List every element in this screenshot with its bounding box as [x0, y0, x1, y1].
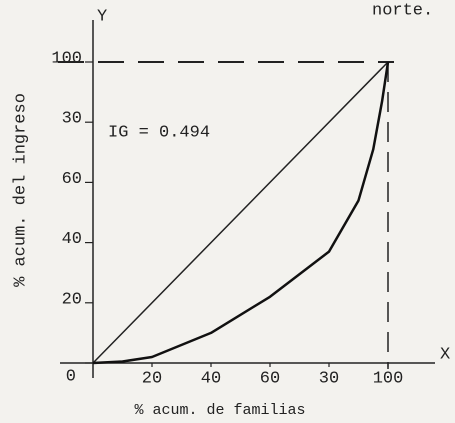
y-tick-label: 60	[62, 170, 82, 189]
annotation: IG = 0.494	[108, 123, 210, 142]
corner-text: norte.	[372, 1, 433, 20]
x-axis-label: % acum. de familias	[134, 402, 305, 419]
y-tick-label: 20	[62, 290, 82, 309]
y-tick-label: 40	[62, 230, 82, 249]
x-tick-label: 40	[201, 369, 221, 388]
series-line	[92, 61, 390, 365]
x-tick-label: 30	[319, 369, 339, 388]
y-axis-label: % acum. del ingreso	[11, 93, 30, 287]
y-tick-label: 30	[62, 110, 82, 129]
y-tick-label: 100	[51, 49, 82, 68]
x-tick-label: 100	[373, 369, 404, 388]
x-axis-letter: X	[440, 345, 450, 364]
x-tick-label: 20	[142, 369, 162, 388]
y-tick-label: 0	[66, 367, 76, 386]
series-line	[92, 61, 389, 364]
x-tick-label: 60	[260, 369, 280, 388]
y-axis-letter: Y	[97, 7, 107, 26]
